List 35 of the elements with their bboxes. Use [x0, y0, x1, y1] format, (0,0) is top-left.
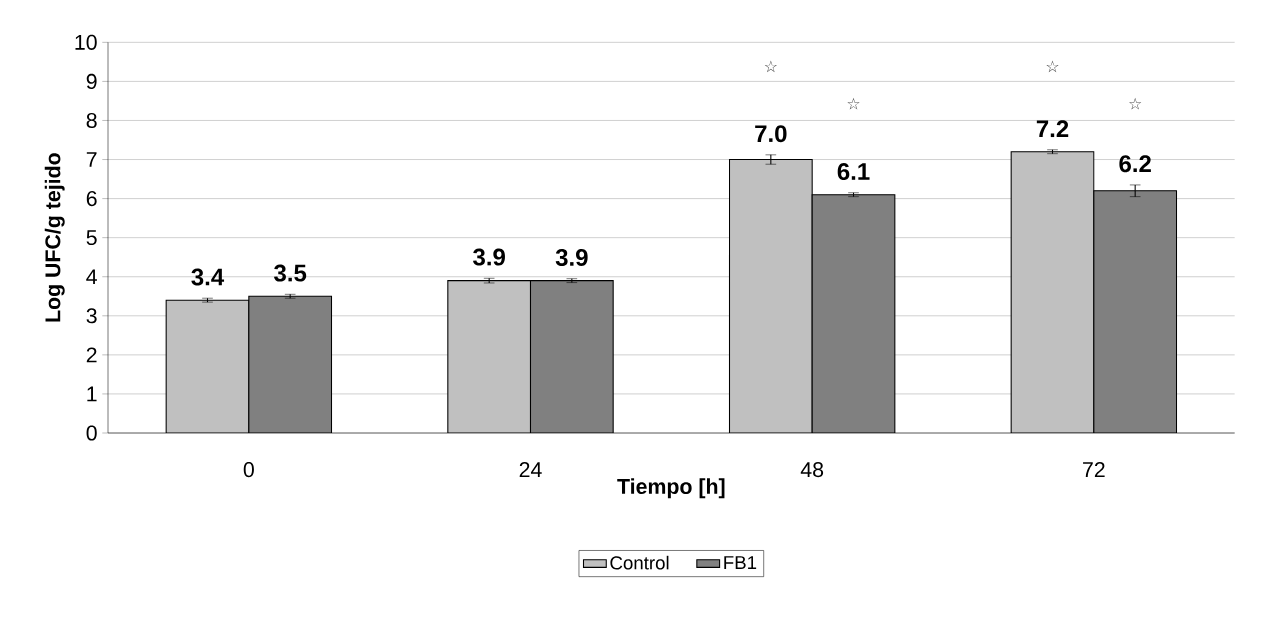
y-tick-label: 2: [86, 347, 97, 363]
x-tick-label: 72: [1083, 462, 1105, 477]
annotation: ☆: [1129, 97, 1142, 110]
y-tick-label: 5: [86, 230, 97, 246]
data-label: 7.0: [755, 125, 787, 143]
data-label: 3.9: [473, 248, 505, 266]
data-label: 3.4: [191, 268, 225, 286]
y-tick-label: 3: [86, 308, 97, 324]
x-tick-label: 0: [243, 462, 254, 478]
bar: [1010, 151, 1095, 433]
y-tick-label: 9: [86, 73, 97, 89]
x-tick-label: 48: [800, 462, 824, 478]
x-tick-label: 24: [519, 462, 542, 477]
annotation: ☆: [1046, 60, 1059, 73]
legend-label: FB1: [724, 556, 757, 569]
bar: [165, 299, 250, 433]
data-label: 3.9: [555, 248, 588, 266]
y-tick-label: 1: [87, 386, 97, 402]
y-tick-label: 6: [86, 191, 97, 207]
y-axis-title: Log UFC/g tejido: [44, 153, 65, 322]
bar: [447, 280, 532, 433]
y-tick-label: 10: [75, 34, 97, 50]
data-label: 3.5: [274, 264, 307, 282]
y-tick-label: 8: [86, 112, 97, 129]
x-axis-title: Tiempo [h]: [617, 478, 725, 499]
annotation: ☆: [847, 97, 860, 110]
y-tick-label: 7: [86, 152, 97, 167]
legend-label: Control: [610, 555, 669, 570]
data-label: 6.2: [1119, 155, 1151, 173]
data-label: 7.2: [1036, 120, 1069, 138]
y-tick-label: 4: [86, 269, 97, 285]
data-label: 6.1: [837, 163, 870, 181]
y-tick-label: 0: [86, 425, 97, 441]
annotation: ☆: [764, 60, 777, 73]
bar: [728, 158, 813, 433]
